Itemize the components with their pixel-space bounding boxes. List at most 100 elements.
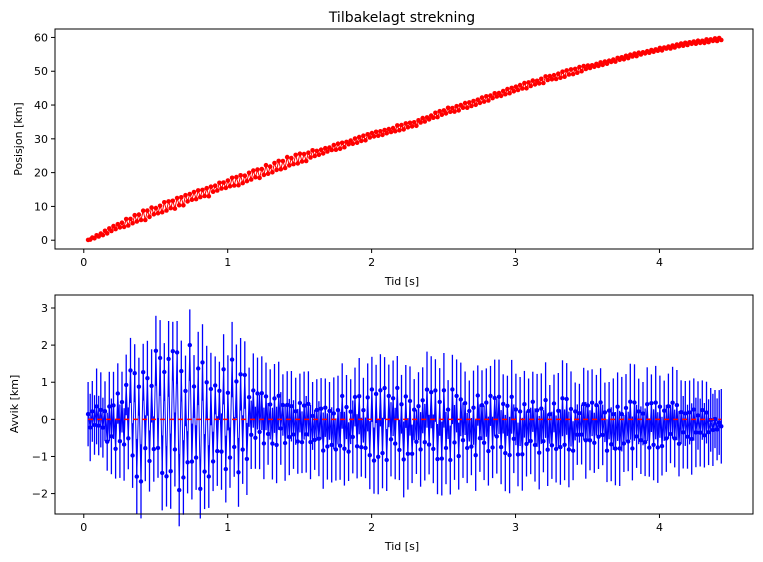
- position-point: [342, 144, 347, 150]
- position-point: [123, 216, 129, 222]
- deviation-point: [373, 391, 379, 397]
- position-point: [513, 84, 519, 89]
- position-point: [572, 66, 578, 72]
- deviation-point: [388, 437, 394, 442]
- deviation-point: [147, 458, 152, 464]
- deviation-point: [714, 427, 720, 432]
- deviation-point: [177, 487, 182, 493]
- deviation-point: [687, 410, 692, 415]
- deviation-line: [87, 345, 722, 491]
- position-point: [318, 147, 324, 152]
- position-point: [418, 120, 423, 125]
- position-point: [121, 224, 127, 230]
- deviation-point: [496, 394, 502, 399]
- position-point: [473, 102, 479, 108]
- deviation-point: [623, 405, 629, 411]
- deviation-point: [460, 438, 466, 443]
- deviation-point: [204, 380, 209, 385]
- deviation-point: [397, 447, 402, 453]
- position-point: [367, 135, 373, 140]
- deviation-point: [431, 446, 436, 452]
- deviation-point: [681, 430, 686, 435]
- position-point: [545, 77, 550, 83]
- deviation-point: [308, 439, 313, 445]
- position-point: [553, 76, 559, 82]
- position-point: [503, 91, 508, 97]
- position-point: [407, 120, 413, 126]
- deviation-point: [249, 432, 254, 437]
- deviation-point: [367, 453, 372, 458]
- position-point: [420, 115, 426, 121]
- deviation-point: [642, 440, 648, 445]
- position-chart-ylabel: Posisjon [km]: [12, 102, 25, 175]
- deviation-point: [310, 413, 315, 419]
- position-point: [234, 174, 239, 180]
- position-point: [191, 189, 197, 195]
- position-point: [625, 55, 631, 61]
- deviation-point: [306, 401, 311, 407]
- deviation-point: [505, 403, 510, 408]
- deviation-point: [651, 442, 656, 447]
- position-point: [409, 124, 415, 129]
- position-point: [314, 148, 320, 154]
- position-point: [471, 98, 476, 104]
- deviation-point: [346, 449, 351, 454]
- deviation-point: [278, 426, 283, 431]
- deviation-point: [583, 438, 588, 443]
- deviation-point: [407, 398, 413, 404]
- position-point: [119, 220, 125, 225]
- deviation-point: [344, 404, 349, 410]
- position-point: [568, 67, 574, 72]
- position-point: [392, 128, 398, 134]
- deviation-point: [234, 379, 239, 384]
- deviation-point: [577, 411, 582, 416]
- deviation-xtick-label: 3: [512, 521, 519, 534]
- deviation-point: [115, 391, 121, 396]
- position-point: [549, 77, 555, 82]
- deviation-point: [587, 438, 593, 443]
- deviation-point: [128, 368, 133, 373]
- deviation-point: [498, 444, 504, 450]
- deviation-point: [664, 436, 669, 441]
- deviation-point: [645, 402, 650, 407]
- deviation-point: [418, 447, 423, 452]
- deviation-point: [210, 459, 216, 464]
- deviation-point: [274, 442, 279, 448]
- position-point: [143, 217, 148, 223]
- position-point: [270, 170, 275, 175]
- position-point: [100, 232, 106, 238]
- position-point: [200, 187, 205, 193]
- deviation-point: [261, 441, 267, 446]
- position-point: [140, 208, 146, 213]
- position-point: [170, 198, 176, 204]
- deviation-point: [149, 383, 154, 389]
- deviation-point: [301, 403, 307, 408]
- position-point: [168, 205, 173, 211]
- deviation-point: [134, 474, 139, 479]
- position-point: [439, 112, 445, 117]
- deviation-point: [174, 350, 180, 355]
- position-point: [517, 82, 523, 88]
- deviation-point: [484, 400, 489, 405]
- position-point: [284, 154, 290, 160]
- position-point: [132, 212, 137, 218]
- deviation-point: [90, 409, 95, 414]
- deviation-point: [604, 448, 610, 453]
- deviation-point: [155, 445, 161, 451]
- position-point: [185, 199, 190, 204]
- position-point: [397, 128, 402, 133]
- position-point: [560, 69, 565, 74]
- deviation-point: [628, 399, 633, 404]
- position-point: [295, 161, 301, 166]
- position-point: [524, 86, 529, 91]
- deviation-point: [670, 400, 675, 405]
- position-point: [490, 95, 495, 101]
- deviation-point: [537, 450, 542, 455]
- position-point: [221, 180, 226, 185]
- position-point: [287, 163, 292, 168]
- deviation-point: [111, 403, 116, 408]
- position-point: [600, 62, 605, 68]
- position-frame: [54, 28, 754, 250]
- deviation-point: [342, 446, 347, 451]
